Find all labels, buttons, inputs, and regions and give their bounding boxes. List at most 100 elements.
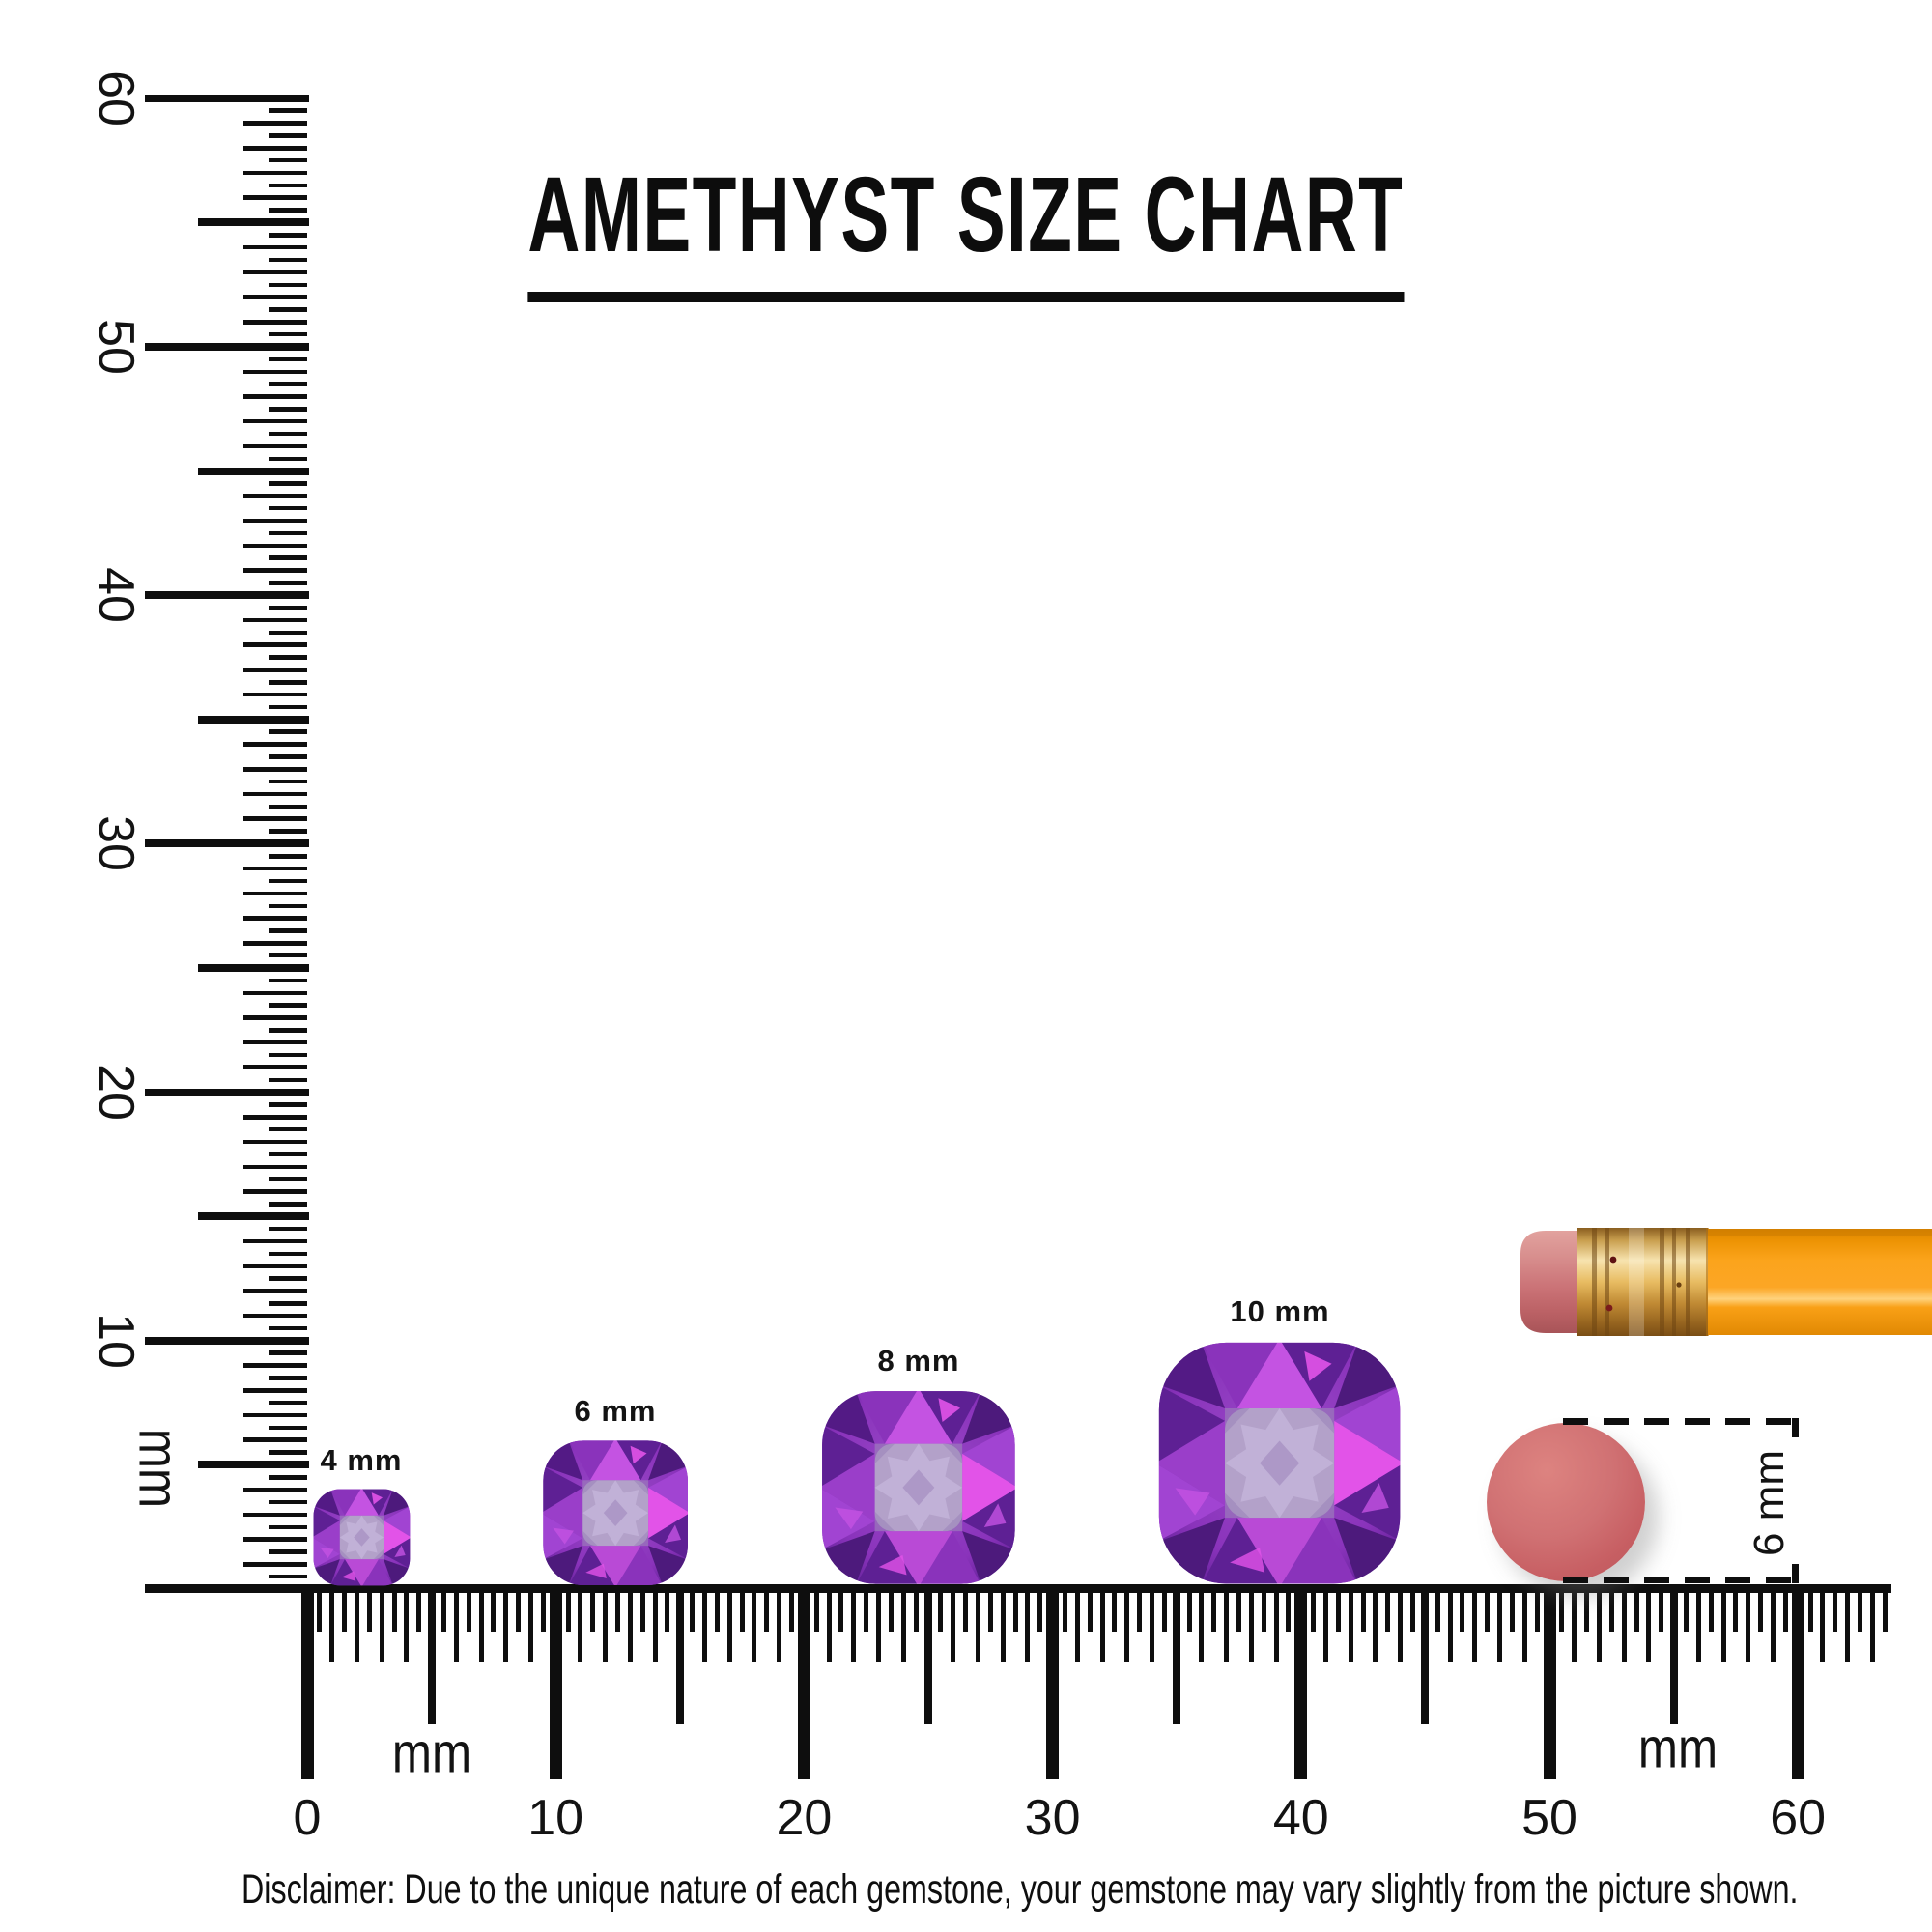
ruler-tick xyxy=(243,642,307,647)
ruler-tick xyxy=(269,581,307,585)
ruler-tick xyxy=(243,568,307,573)
ruler-tick xyxy=(540,1589,546,1632)
ruler-tick xyxy=(1112,1589,1118,1632)
ruler-tick xyxy=(789,1589,795,1632)
ruler-tick xyxy=(590,1589,596,1632)
ruler-tick xyxy=(243,121,307,126)
ruler-tick xyxy=(269,505,307,511)
ruler-tick xyxy=(243,617,307,623)
ruler-tick xyxy=(1770,1589,1776,1662)
ruler-tick xyxy=(269,978,307,983)
ruler-tick xyxy=(391,1589,397,1632)
ruler-tick xyxy=(453,1589,459,1662)
ruler-tick xyxy=(379,1589,384,1662)
ruler-tick xyxy=(1485,1589,1491,1632)
ruler-tick xyxy=(269,1425,307,1431)
ruler-tick xyxy=(888,1589,894,1632)
ruler-tick xyxy=(466,1589,471,1632)
ruler-number: 40 xyxy=(88,567,144,624)
ruler-tick xyxy=(342,1589,348,1632)
ruler-tick xyxy=(243,791,307,797)
ruler-tick xyxy=(1683,1589,1689,1632)
ruler-tick xyxy=(1746,1589,1751,1662)
ruler-tick xyxy=(269,1052,307,1058)
ruler-tick xyxy=(269,1126,307,1132)
ruler-tick xyxy=(826,1589,832,1662)
ruler-tick xyxy=(269,108,307,113)
ruler-tick xyxy=(1758,1589,1764,1632)
ruler-number: 10 xyxy=(527,1790,584,1846)
ruler-tick xyxy=(1791,1589,1804,1779)
ruler-tick xyxy=(900,1589,906,1662)
ruler-tick xyxy=(1634,1589,1639,1632)
ruler-tick xyxy=(243,692,307,697)
ruler-tick xyxy=(269,655,307,660)
ruler-tick xyxy=(440,1589,446,1632)
ruler-tick xyxy=(269,1226,307,1232)
ruler-tick xyxy=(269,829,307,834)
ruler-tick xyxy=(864,1589,869,1632)
ruler-tick xyxy=(243,1139,307,1145)
ruler-tick xyxy=(317,1589,323,1632)
ruler-tick xyxy=(243,543,307,549)
ruler-tick xyxy=(1869,1589,1875,1662)
ruler-tick xyxy=(269,1350,307,1355)
ruler-tick xyxy=(1782,1589,1788,1632)
ruler-tick xyxy=(1161,1589,1167,1632)
ruler-tick xyxy=(269,307,307,312)
ruler-tick xyxy=(1521,1589,1527,1662)
ruler-tick xyxy=(1236,1589,1241,1632)
ruler-tick xyxy=(198,1212,309,1221)
ruler-tick xyxy=(269,804,307,810)
ruler-tick xyxy=(243,270,307,275)
ruler-tick xyxy=(243,1313,307,1319)
ruler-tick xyxy=(1497,1589,1503,1662)
ruler-tick xyxy=(1534,1589,1540,1632)
ruler-tick xyxy=(1646,1589,1652,1662)
ruler-tick xyxy=(269,456,307,462)
ruler-number: 60 xyxy=(1770,1790,1827,1846)
ruler-tick xyxy=(1695,1589,1701,1662)
ruler-tick xyxy=(243,518,307,524)
ruler-tick xyxy=(269,1450,307,1455)
ruler-tick xyxy=(243,295,307,299)
ruler-tick xyxy=(269,1549,307,1554)
ruler-number: 30 xyxy=(1024,1790,1081,1846)
dimension-dash-bottom xyxy=(1563,1577,1799,1583)
gem-4mm xyxy=(312,1488,412,1587)
gem-size-label: 10 mm xyxy=(1230,1293,1330,1328)
ruler-tick xyxy=(269,1499,307,1505)
ruler-tick xyxy=(243,1437,307,1442)
ruler-tick xyxy=(269,1102,307,1107)
ruler-number: 30 xyxy=(88,815,144,872)
page-title: AMETHYST SIZE CHART xyxy=(527,162,1405,302)
ruler-tick xyxy=(269,1325,307,1331)
ruler-tick xyxy=(243,195,307,200)
ruler-tick xyxy=(1199,1589,1205,1662)
ruler-tick xyxy=(243,369,307,375)
ruler-tick xyxy=(269,183,307,188)
ruler-tick xyxy=(503,1589,509,1662)
ruler-tick xyxy=(1037,1589,1043,1632)
ruler-tick xyxy=(243,1264,307,1268)
ruler-tick xyxy=(416,1589,422,1632)
ruler-tick xyxy=(1000,1589,1006,1662)
ruler-tick xyxy=(1410,1589,1416,1632)
ruler-tick xyxy=(269,257,307,263)
ruler-tick xyxy=(269,407,307,412)
ruler-tick xyxy=(726,1589,732,1662)
ruler-tick xyxy=(198,964,309,972)
ruler-tick xyxy=(269,1251,307,1257)
ruler-tick xyxy=(1273,1589,1279,1662)
ruler-tick xyxy=(243,1412,307,1418)
ruler-tick xyxy=(269,630,307,636)
ruler-tick xyxy=(198,467,309,475)
ruler-tick xyxy=(243,866,307,871)
disclaimer-text: Disclaimer: Due to the unique nature of … xyxy=(242,1866,1799,1913)
ruler-tick xyxy=(1733,1589,1739,1632)
ruler-tick xyxy=(1173,1589,1181,1724)
ruler-tick xyxy=(243,1289,307,1293)
ruler-tick xyxy=(1224,1589,1230,1662)
gem-6mm xyxy=(541,1438,690,1587)
ruler-tick xyxy=(1820,1589,1826,1662)
